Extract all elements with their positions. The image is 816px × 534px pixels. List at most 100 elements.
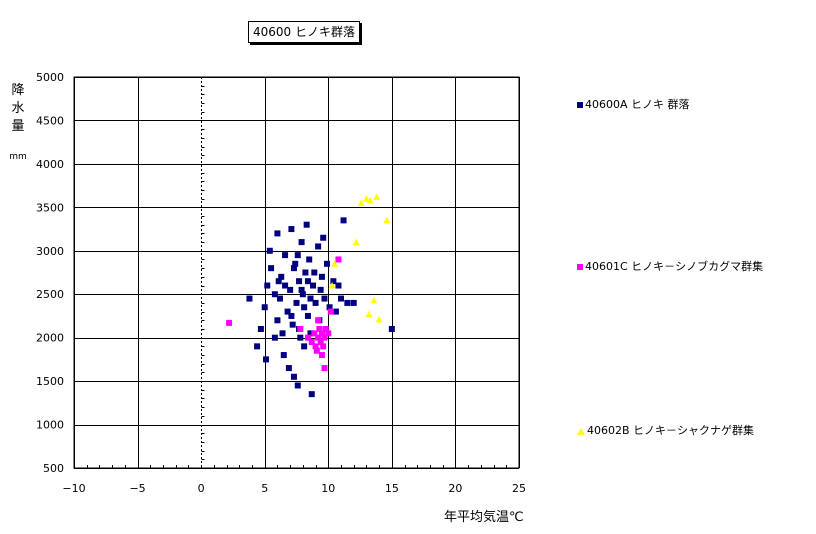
data-point-triangle [383,216,391,224]
data-point-square [299,291,306,298]
y-tick-label: 5000 [36,71,64,84]
data-point-square [261,304,268,311]
data-point-square [312,343,319,350]
y-tick-label: 500 [43,462,64,475]
y-tick-label: 2500 [36,288,64,301]
x-tick-label: 5 [261,482,268,495]
y-axis-label-char: 降 [11,83,25,98]
legend-label: 40600A ヒノキ 群落 [585,98,690,111]
data-point-square [304,334,311,341]
x-tick-label: 15 [385,482,399,495]
legend-label: 40602B ヒノキ－シャクナゲ群集 [587,424,755,437]
data-point-triangle [373,193,381,200]
data-point-square [321,334,328,341]
data-point-square [298,286,305,293]
data-point-square [294,252,301,259]
data-point-square [297,325,304,332]
y-axis-label-char: 水 [11,101,25,116]
triangle-marker-icon [577,427,585,435]
data-point-square [298,239,305,246]
x-tick-label: −5 [129,482,145,495]
data-point-square [318,330,325,337]
data-point-square [312,299,319,306]
data-point-square [338,295,344,302]
data-point-square [282,282,289,289]
plot-area-border [73,76,520,469]
y-tick-label: 1500 [36,375,64,388]
data-point-square [335,256,342,263]
data-point-square [257,325,264,332]
data-point-square [318,273,325,280]
data-point-triangle [352,238,360,246]
data-point-square [301,343,308,350]
y-tick-labels: 500 1000 1500 2000 2500 3000 3500 4000 4500 5000 [36,71,64,475]
data-point-square [285,365,292,372]
data-point-square [313,347,320,354]
data-point-square [350,299,357,306]
data-point-square [320,234,327,241]
data-point-square [292,260,299,267]
data-point-square [266,247,273,254]
data-point-square [268,265,275,272]
data-point-square [317,286,324,293]
data-point-square [306,256,313,263]
x-tick-labels: −10 −5 0 5 10 15 20 25 [62,482,526,495]
data-point-square [307,330,314,337]
data-point-square [308,391,315,398]
data-point-square [262,356,269,363]
x-tick-label: 20 [448,482,462,495]
square-marker-icon [577,102,583,108]
data-point-square [226,319,233,326]
data-point-square [271,334,278,341]
y-tick-label: 3000 [36,245,64,258]
data-point-square [311,330,318,337]
data-point-square [310,282,317,289]
data-point-square [275,278,282,285]
square-marker-icon [577,264,583,270]
x-axis-label: 年平均気温℃ [444,510,524,525]
data-point-square [307,295,314,302]
data-point-square [254,343,261,350]
data-points [226,193,395,398]
data-point-square [388,325,395,332]
data-point-square [302,269,309,276]
data-point-square [330,278,337,285]
data-point-square [294,382,301,389]
data-point-square [296,278,303,285]
data-point-square [280,352,287,359]
y-tick-label: 4500 [36,114,64,127]
data-point-square [278,273,285,280]
x-tick-label: 25 [512,482,526,495]
x-tick-label: 10 [321,482,335,495]
data-point-triangle [375,315,383,323]
data-point-square [320,343,327,350]
data-point-square [324,260,331,267]
data-point-square [340,217,347,224]
data-point-square [288,312,295,319]
y-tick-label: 1000 [36,419,64,432]
data-point-square [246,295,253,302]
data-point-square [293,299,300,306]
data-point-square [284,308,291,315]
x-tick-label: −10 [62,482,85,495]
data-point-square [315,243,322,250]
data-point-square [322,325,329,332]
data-point-square [335,282,342,289]
legend-label: 40601C ヒノキ－シノブカグマ群集 [585,260,764,273]
data-point-square [297,334,304,341]
data-point-square [316,325,323,332]
data-point-triangle [366,196,374,204]
data-point-square [290,265,297,272]
data-point-square [315,317,322,324]
data-point-square [301,304,308,311]
data-point-square [311,269,318,276]
data-point-square [325,330,332,337]
y-tick-label: 4000 [36,158,64,171]
data-point-square [274,230,281,237]
y-axis-label-char: 量 [11,119,25,134]
data-point-square [282,252,289,259]
data-point-square [279,330,286,337]
chart-grid [73,76,520,469]
data-point-square [276,295,283,302]
